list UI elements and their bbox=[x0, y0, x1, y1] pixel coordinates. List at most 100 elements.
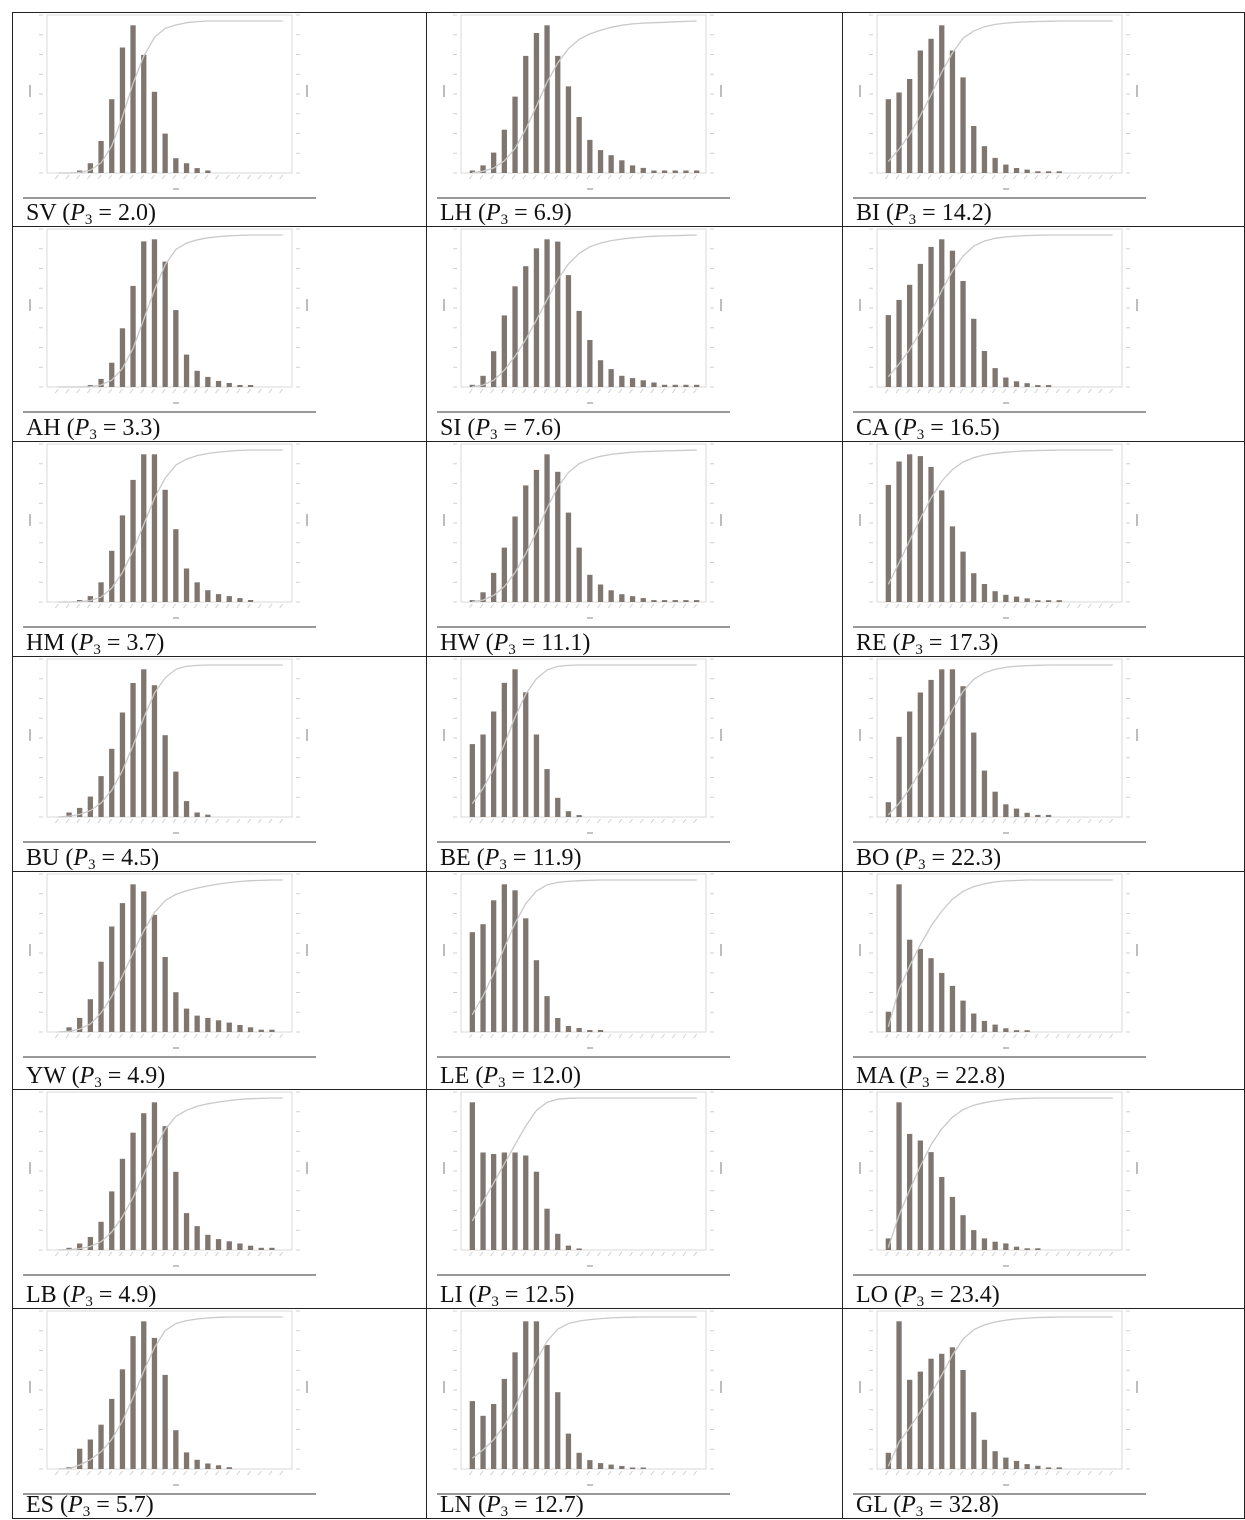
bar bbox=[661, 384, 668, 387]
bar bbox=[501, 884, 507, 1032]
x-tick-mark bbox=[1023, 818, 1028, 824]
x-tick-mark bbox=[884, 388, 889, 394]
x-tick-mark bbox=[927, 1033, 932, 1039]
cumulative-curve bbox=[887, 20, 1113, 163]
x-tick-mark bbox=[1087, 818, 1092, 824]
caption-p3-value: 11.9 bbox=[532, 845, 574, 871]
x-axis-title-mark bbox=[587, 188, 593, 190]
x-tick-mark bbox=[949, 1251, 953, 1257]
bar bbox=[480, 375, 486, 387]
bar bbox=[1056, 171, 1062, 173]
bar bbox=[928, 1152, 934, 1250]
x-tick-mark bbox=[225, 388, 230, 394]
bar bbox=[162, 735, 168, 817]
x-tick-mark bbox=[97, 1033, 102, 1039]
panel-lo: LO (P3 = 23.4) bbox=[843, 1090, 1245, 1310]
x-tick-mark bbox=[501, 1251, 505, 1257]
x-tick-mark bbox=[215, 174, 220, 180]
x-axis-title-mark bbox=[1003, 1265, 1009, 1267]
histogram-chart bbox=[23, 442, 316, 628]
x-tick-mark bbox=[949, 1470, 953, 1476]
x-tick-mark bbox=[661, 1251, 666, 1257]
x-tick-mark bbox=[87, 1470, 91, 1476]
plot-frame bbox=[46, 1310, 293, 1470]
x-tick-mark bbox=[108, 1470, 113, 1476]
x-tick-mark bbox=[215, 1470, 220, 1476]
histogram-chart bbox=[853, 13, 1146, 199]
x-tick-mark bbox=[1034, 1251, 1039, 1257]
caption-p3-value: 16.5 bbox=[949, 415, 992, 441]
y2-axis-title-mark bbox=[720, 1381, 722, 1393]
x-tick-mark bbox=[161, 1470, 166, 1476]
x-tick-mark bbox=[1055, 1251, 1060, 1257]
bar bbox=[981, 770, 988, 817]
caption-code: BU bbox=[26, 845, 60, 871]
caption-p3-value: 3.7 bbox=[126, 630, 157, 656]
x-tick-mark bbox=[1109, 174, 1114, 180]
histogram-svg bbox=[437, 658, 730, 843]
x-tick-mark bbox=[981, 603, 985, 609]
bar bbox=[629, 1467, 636, 1469]
bar bbox=[119, 47, 126, 173]
bar bbox=[1024, 1464, 1030, 1469]
bar bbox=[1035, 1465, 1041, 1469]
x-tick-mark bbox=[257, 1033, 262, 1039]
histogram-chart bbox=[437, 13, 730, 199]
x-tick-mark bbox=[129, 174, 134, 180]
bar bbox=[992, 1024, 998, 1032]
x-tick-mark bbox=[140, 174, 145, 180]
x-tick-mark bbox=[917, 1251, 921, 1257]
x-tick-mark bbox=[671, 1470, 676, 1476]
bar bbox=[226, 596, 232, 602]
x-tick-mark bbox=[193, 1470, 198, 1476]
bar bbox=[109, 99, 115, 173]
x-tick-mark bbox=[682, 603, 687, 609]
bar bbox=[258, 1247, 264, 1250]
bar bbox=[491, 572, 497, 602]
x-tick-mark bbox=[193, 603, 198, 609]
x-tick-mark bbox=[1055, 174, 1060, 180]
x-tick-mark bbox=[501, 388, 505, 394]
caption-p3-value: 11.1 bbox=[541, 630, 583, 656]
x-tick-mark bbox=[597, 818, 601, 824]
x-tick-mark bbox=[970, 1251, 975, 1257]
panel-ah: AH (P3 = 3.3) bbox=[12, 227, 427, 443]
x-tick-mark bbox=[1013, 818, 1017, 824]
histogram-svg bbox=[437, 873, 730, 1058]
x-tick-mark bbox=[884, 1251, 889, 1257]
panel-ma: MA (P3 = 22.8) bbox=[843, 872, 1245, 1091]
bar bbox=[544, 769, 550, 817]
bar bbox=[960, 1215, 966, 1250]
bar bbox=[151, 239, 158, 387]
x-tick-mark bbox=[597, 388, 601, 394]
bar bbox=[597, 360, 604, 387]
bar bbox=[512, 1352, 518, 1469]
x-tick-mark bbox=[279, 1470, 284, 1476]
histogram-svg bbox=[23, 658, 316, 843]
bar bbox=[205, 376, 211, 387]
x-tick-mark bbox=[87, 388, 91, 394]
bar bbox=[981, 1020, 988, 1032]
bar bbox=[1035, 171, 1041, 173]
x-tick-mark bbox=[639, 603, 644, 609]
cumulative-curve bbox=[887, 234, 1113, 378]
panel-caption: YW (P3 = 4.9) bbox=[26, 1063, 166, 1091]
x-tick-mark bbox=[279, 1033, 284, 1039]
histogram-svg bbox=[437, 228, 730, 413]
bar bbox=[491, 1404, 497, 1469]
x-tick-mark bbox=[554, 1251, 559, 1257]
bar bbox=[501, 129, 507, 173]
cumulative-curve bbox=[887, 879, 1113, 1027]
bar bbox=[960, 551, 966, 602]
x-tick-mark bbox=[575, 818, 580, 824]
bar bbox=[130, 25, 136, 173]
x-tick-mark bbox=[76, 603, 81, 609]
x-tick-mark bbox=[511, 1251, 516, 1257]
x-tick-mark bbox=[468, 174, 473, 180]
x-tick-mark bbox=[991, 818, 996, 824]
x-tick-mark bbox=[279, 1251, 284, 1257]
x-tick-mark bbox=[183, 174, 187, 180]
caption-code: BI bbox=[856, 200, 880, 226]
x-tick-mark bbox=[1077, 1033, 1082, 1039]
x-tick-mark bbox=[490, 1470, 495, 1476]
